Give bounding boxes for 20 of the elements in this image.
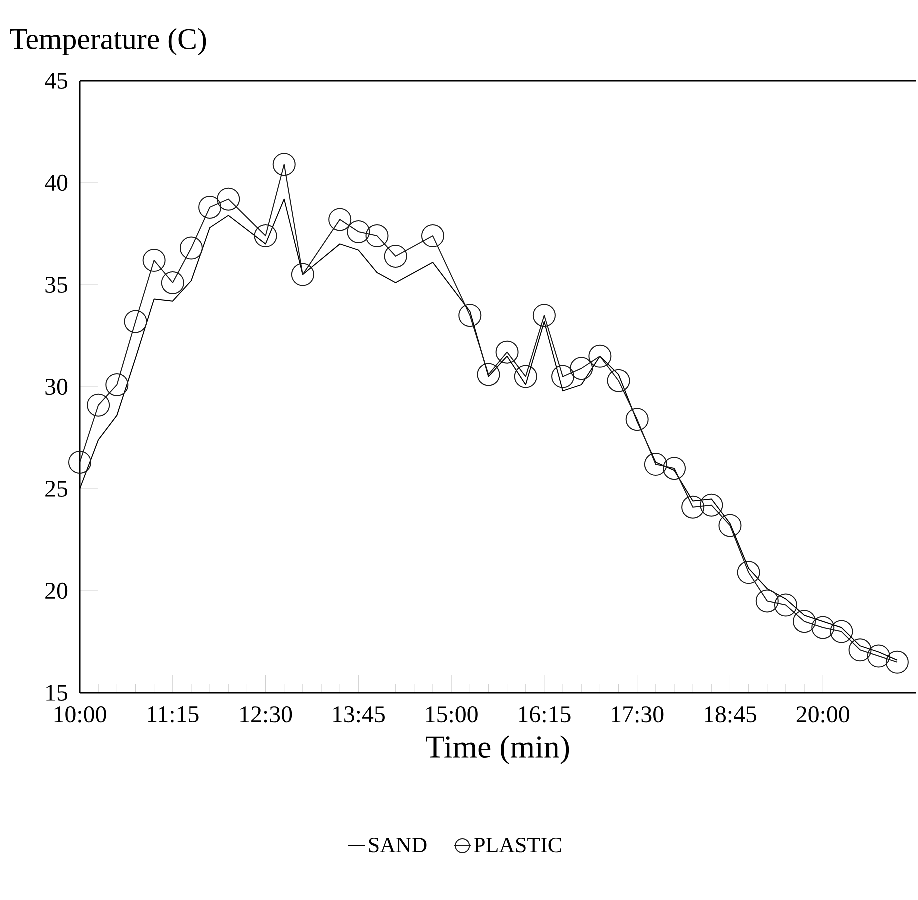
x-tick-label: 13:45: [334, 706, 385, 723]
x-axis-title: Time (min): [426, 736, 570, 764]
x-tick-label: 12:30: [240, 706, 292, 723]
y-tick-label: 25: [46, 480, 68, 498]
x-tick-label: 10:00: [54, 706, 106, 723]
y-tick-label: 30: [46, 378, 68, 396]
x-tick-label: 20:00: [796, 706, 850, 723]
legend-label: SAND: [369, 838, 427, 853]
x-tick-label: 16:15: [519, 706, 571, 723]
y-tick-label: 45: [45, 73, 68, 89]
x-tick-label: 11:15: [148, 706, 199, 723]
y-tick-label: 40: [45, 174, 68, 192]
legend-label: PLASTIC: [474, 838, 562, 853]
y-tick-label: 20: [46, 582, 68, 600]
y-tick-label: 15: [46, 684, 68, 702]
y-axis-title: Temperature (C): [10, 28, 206, 56]
x-tick-label: 17:30: [612, 706, 664, 723]
x-tick-label: 15:00: [426, 706, 478, 723]
y-tick-label: 35: [46, 276, 68, 294]
x-tick-label: 18:45: [705, 706, 757, 723]
